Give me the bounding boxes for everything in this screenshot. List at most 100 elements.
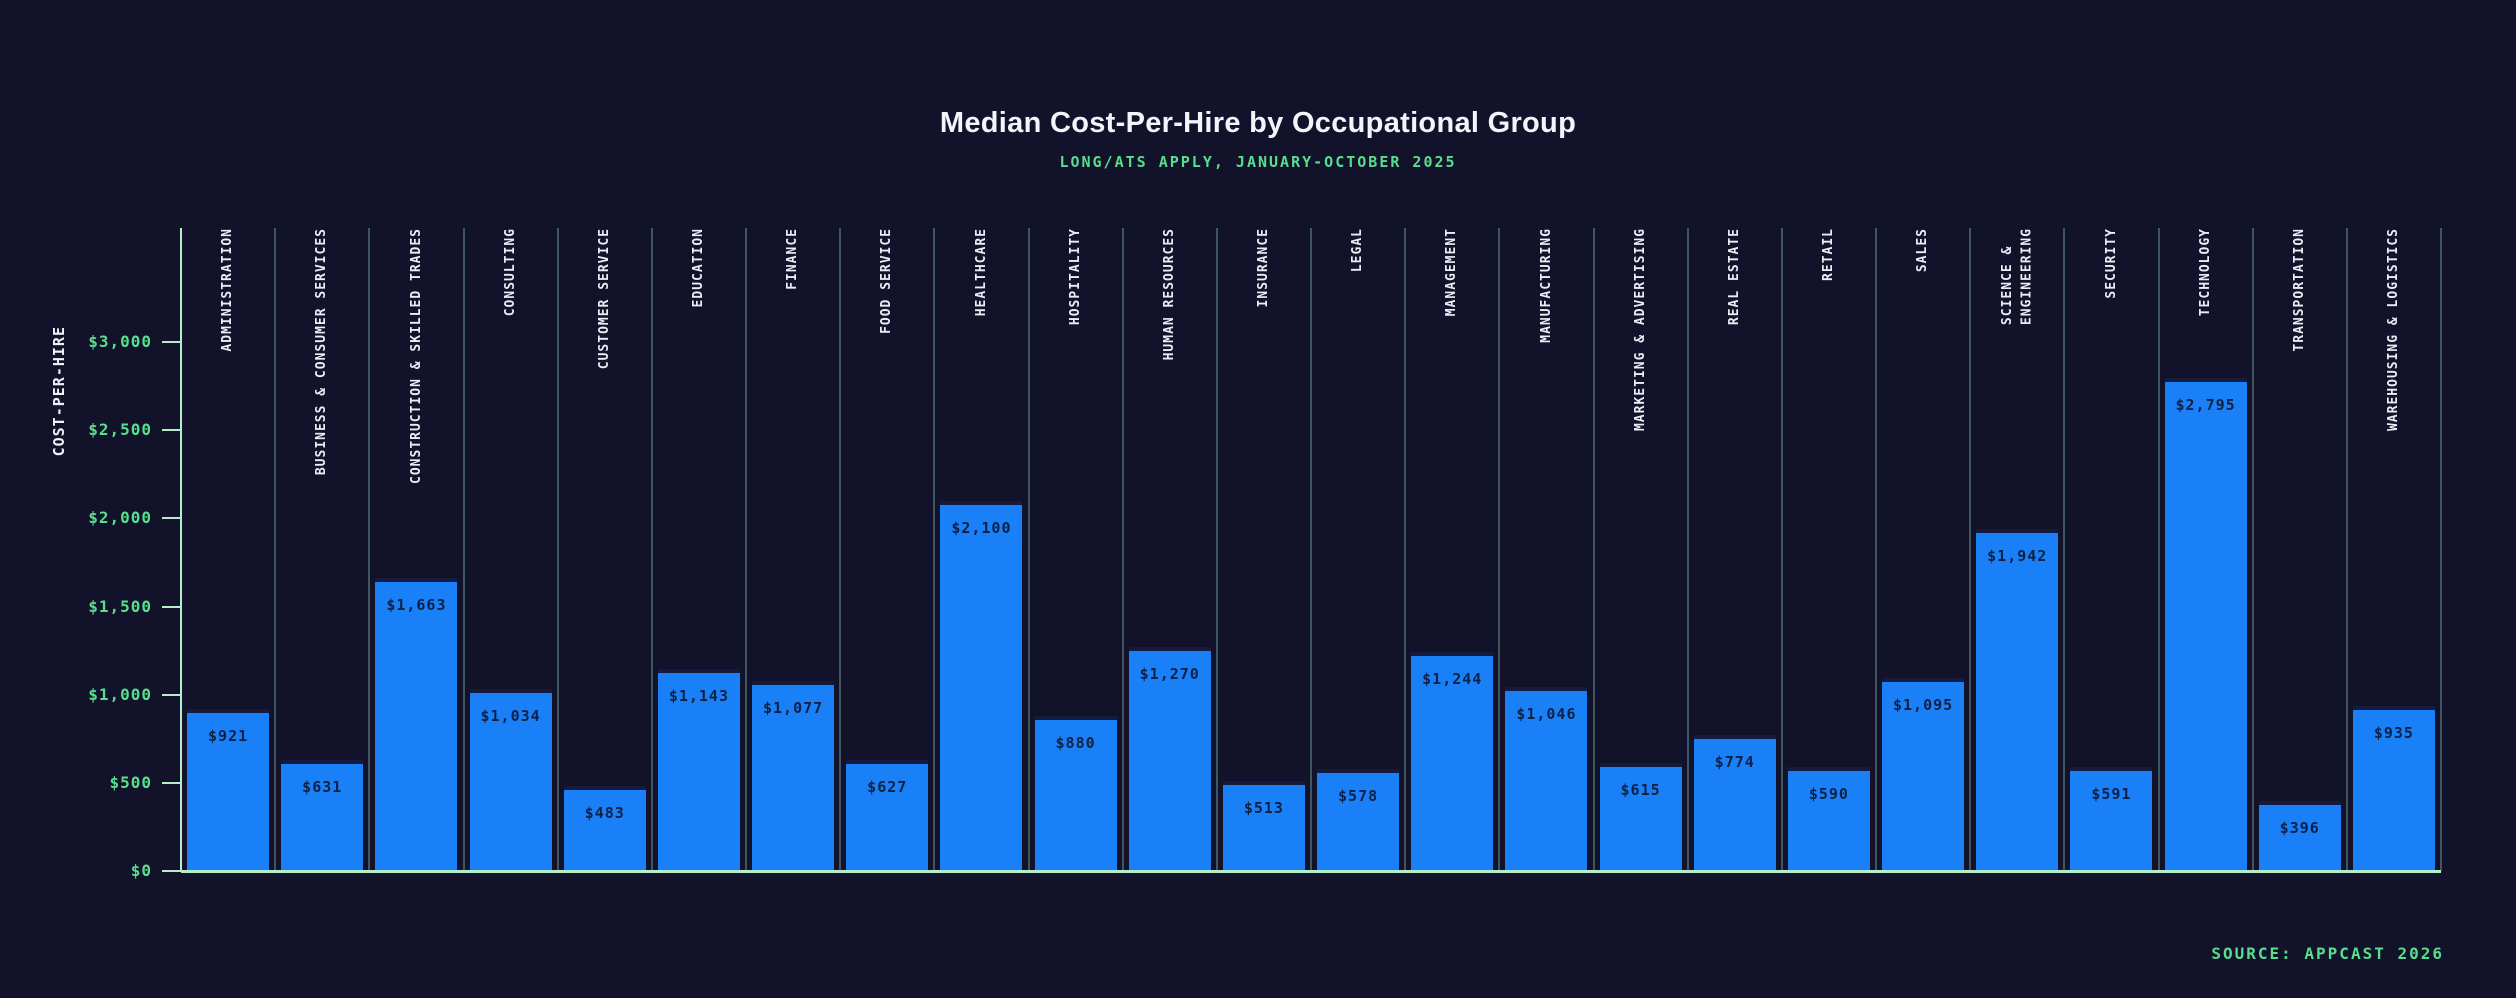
gridline bbox=[2157, 228, 2160, 871]
category-label-real-estate: REAL ESTATE bbox=[1688, 228, 1782, 788]
bar-value-real-estate: $774 bbox=[1714, 752, 1755, 771]
category-label-text: REAL ESTATE bbox=[1726, 228, 1742, 326]
y-tick bbox=[162, 429, 181, 432]
bar-insurance bbox=[1222, 780, 1305, 871]
bar-transportation bbox=[2258, 801, 2341, 871]
category-label-text: SCIENCE & ENGINEERING bbox=[1999, 228, 2035, 326]
category-label-text: EDUCATION bbox=[691, 228, 707, 308]
bar-value-manufacturing: $1,046 bbox=[1516, 704, 1577, 723]
source-note: SOURCE: APPCAST 2026 bbox=[2211, 944, 2444, 963]
gridline bbox=[745, 228, 747, 871]
bar-finance bbox=[752, 681, 835, 871]
bar-security bbox=[2070, 766, 2153, 871]
category-label-legal: LEGAL bbox=[1311, 228, 1405, 788]
bar-education bbox=[657, 669, 740, 871]
bar-management bbox=[1411, 651, 1494, 871]
category-label-text: INSURANCE bbox=[1256, 228, 1272, 308]
bar-value-marketing-advertising: $615 bbox=[1620, 780, 1661, 799]
category-label-text: TRANSPORTATION bbox=[2291, 228, 2307, 352]
y-tick-label: $500 bbox=[109, 772, 152, 792]
category-label-text: FINANCE bbox=[785, 228, 801, 290]
category-label-business-consumer-services: BUSINESS & CONSUMER SERVICES bbox=[275, 228, 369, 788]
bar-sales bbox=[1882, 677, 1965, 871]
gridline bbox=[556, 228, 559, 871]
gridline bbox=[2440, 228, 2442, 871]
category-label-text: MANUFACTURING bbox=[1538, 228, 1554, 343]
gridline bbox=[650, 228, 653, 871]
y-tick bbox=[162, 870, 181, 872]
y-tick bbox=[162, 341, 181, 343]
category-label-food-service: FOOD SERVICE bbox=[840, 228, 934, 788]
y-tick-label: $1,000 bbox=[88, 684, 152, 704]
gridline bbox=[1686, 228, 1689, 871]
bar-real-estate bbox=[1693, 734, 1776, 871]
category-label-text: MANAGEMENT bbox=[1444, 228, 1460, 317]
bar-value-management: $1,244 bbox=[1422, 669, 1483, 688]
bar-technology bbox=[2164, 378, 2247, 871]
category-label-text: TECHNOLOGY bbox=[2197, 228, 2213, 317]
category-label-text: BUSINESS & CONSUMER SERVICES bbox=[314, 228, 330, 476]
category-label-text: CONSULTING bbox=[502, 228, 518, 317]
x-baseline bbox=[181, 870, 2441, 873]
bar-value-sales: $1,095 bbox=[1892, 695, 1954, 714]
category-label-administration: ADMINISTRATION bbox=[181, 228, 275, 788]
bar-value-administration: $921 bbox=[208, 726, 249, 745]
category-label-insurance: INSURANCE bbox=[1217, 228, 1311, 788]
category-label-text: FOOD SERVICE bbox=[879, 228, 895, 334]
gridline bbox=[462, 228, 465, 871]
bar-value-insurance: $513 bbox=[1243, 798, 1284, 817]
y-axis-line bbox=[180, 228, 182, 871]
bar-retail bbox=[1787, 766, 1870, 871]
chart-title: Median Cost-Per-Hire by Occupational Gro… bbox=[939, 107, 1577, 139]
gridline bbox=[1027, 228, 1030, 871]
bar-healthcare bbox=[940, 500, 1023, 871]
bar-value-legal: $578 bbox=[1338, 787, 1379, 806]
bar-value-consulting: $1,034 bbox=[480, 706, 541, 725]
category-label-text: HUMAN RESOURCES bbox=[1161, 228, 1177, 361]
bar-value-science-engineering: $1,942 bbox=[1987, 546, 2048, 565]
bar-value-technology: $2,795 bbox=[2175, 396, 2236, 415]
bar-value-hospitality: $880 bbox=[1055, 733, 1096, 752]
y-tick-label: $2,500 bbox=[88, 420, 152, 440]
y-tick-label: $3,000 bbox=[88, 332, 152, 351]
gridline bbox=[2251, 228, 2254, 871]
bar-science-engineering bbox=[1976, 528, 2059, 871]
gridline bbox=[1121, 228, 1124, 871]
bar-marketing-advertising bbox=[1599, 762, 1682, 871]
y-tick bbox=[162, 605, 181, 608]
category-label-security: SECURITY bbox=[2064, 228, 2158, 788]
gridline bbox=[1310, 228, 1312, 871]
bar-human-resources bbox=[1128, 647, 1211, 871]
bar-customer-service bbox=[563, 785, 646, 871]
gridline bbox=[2063, 228, 2066, 871]
bar-hospitality bbox=[1034, 715, 1117, 871]
gridline bbox=[368, 228, 371, 871]
bar-value-construction-skilled-trades: $1,663 bbox=[386, 595, 447, 614]
category-label-transportation: TRANSPORTATION bbox=[2253, 228, 2347, 788]
category-label-text: RETAIL bbox=[1821, 228, 1837, 281]
gridline bbox=[1969, 228, 1972, 871]
bar-legal bbox=[1317, 769, 1400, 871]
bar-value-food-service: $627 bbox=[867, 778, 908, 797]
chart-subtitle: LONG/ATS APPLY, JANUARY-OCTOBER 2025 bbox=[1059, 153, 1457, 171]
bar-construction-skilled-trades bbox=[375, 577, 458, 871]
bar-food-service bbox=[846, 760, 929, 871]
gridline bbox=[1592, 228, 1595, 871]
bar-value-security: $591 bbox=[2091, 784, 2132, 803]
category-label-text: ADMINISTRATION bbox=[220, 228, 236, 352]
category-label-hospitality: HOSPITALITY bbox=[1029, 228, 1123, 788]
bar-value-education: $1,143 bbox=[668, 687, 729, 706]
y-tick-label: $2,000 bbox=[88, 508, 152, 528]
category-label-text: HEALTHCARE bbox=[973, 228, 989, 317]
y-tick bbox=[162, 693, 181, 696]
category-label-marketing-advertising: MARKETING & ADVERTISING bbox=[1594, 228, 1688, 788]
category-label-text: SALES bbox=[1915, 228, 1931, 273]
bar-administration bbox=[187, 708, 270, 871]
gridline bbox=[2345, 228, 2348, 871]
gridline bbox=[1498, 228, 1501, 871]
y-tick-label: $0 bbox=[130, 861, 152, 880]
gridline bbox=[1404, 228, 1407, 871]
bar-value-retail: $590 bbox=[1808, 784, 1849, 803]
